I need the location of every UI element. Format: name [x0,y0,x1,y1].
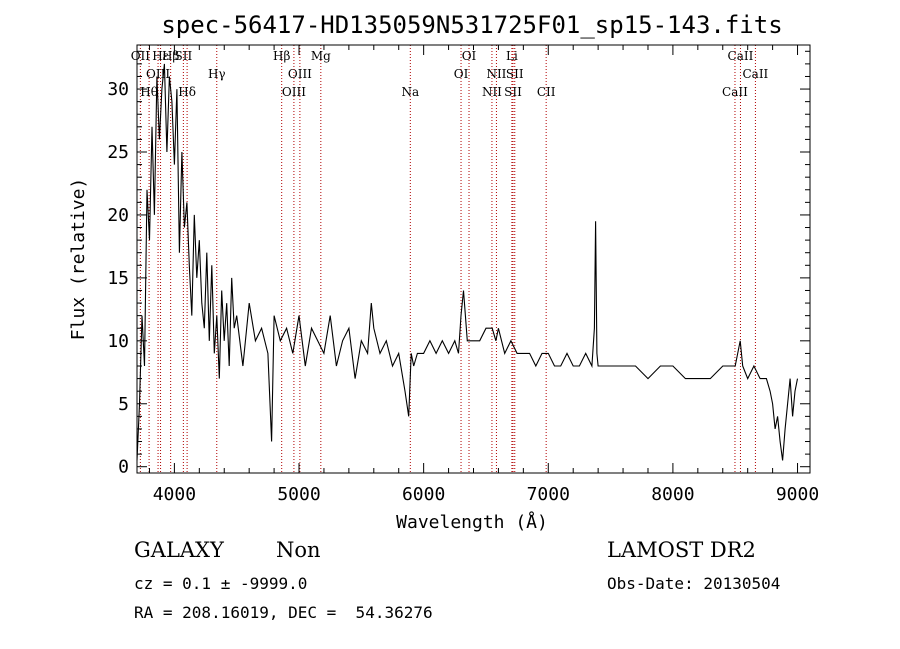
x-axis-label: Wavelength (Å) [396,511,548,533]
spectrum-layer [136,63,799,461]
line-marker-label-8: CaII [728,49,754,63]
line-marker-label-2: Hβ [162,49,179,63]
y-tick-label: 30 [107,79,129,100]
x-tick-label: 8000 [651,484,694,505]
chart-title: spec-56417-HD135059N531725F01_sp15-143.f… [161,11,782,39]
line-marker-label-3: SII [175,49,193,63]
y-tick-label: 15 [107,268,129,289]
y-tick-label: 20 [107,205,129,226]
line-marker-label-1: Hε [152,49,169,63]
line-marker-label-9: OIII [146,67,170,81]
line-marker-label-21: SII [504,85,522,99]
y-tick-label: 0 [118,457,129,478]
x-tick-label: 5000 [277,484,320,505]
y-tick-label: 5 [118,394,129,415]
axes-layer: 4000 5000 6000 7000 8000 9000 0 5 10 15 20 25 30 [107,44,819,505]
y-tick-label: 25 [107,142,129,163]
line-marker-label-7: Li [506,49,518,63]
line-marker-label-17: Hδ [178,85,196,99]
object-subclass: Non [276,538,321,562]
line-marker-label-22: CII [537,85,556,99]
y-tick-label: 10 [107,331,129,352]
line-marker-label-19: Na [401,85,419,99]
line-marker-label-0: OII [131,49,151,63]
line-marker-label-4: Hβ [273,49,290,63]
object-class: GALAXY [134,538,224,562]
y-axis-label: Flux (relative) [68,178,89,341]
coordinates-readout: RA = 208.16019, DEC = 54.36276 [134,603,433,622]
line-marker-label-13: NII [486,67,506,81]
line-marker-label-10: Hγ [208,67,226,81]
survey-name: LAMOST DR2 [607,538,756,562]
line-marker-label-6: OI [462,49,477,63]
observation-date: Obs-Date: 20130504 [607,574,781,593]
line-marker-label-5: Mg [311,49,331,63]
x-tick-label: 9000 [776,484,819,505]
line-marker-label-15: CaII [742,67,768,81]
line-marker-label-23: CaII [722,85,748,99]
x-tick-label: 7000 [527,484,570,505]
x-tick-label: 6000 [402,484,445,505]
line-marker-label-11: OIII [288,67,312,81]
line-marker-label-18: OIII [282,85,306,99]
plot-frame [136,44,811,474]
x-tick-label: 4000 [153,484,196,505]
line-marker-label-12: OI [454,67,469,81]
spectrum-line [136,63,799,461]
line-marker-label-20: NII [482,85,502,99]
redshift-readout: cz = 0.1 ± -9999.0 [134,574,308,593]
line-marker-label-14: SII [506,67,524,81]
line-marker-label-16: Hθ [140,85,158,99]
